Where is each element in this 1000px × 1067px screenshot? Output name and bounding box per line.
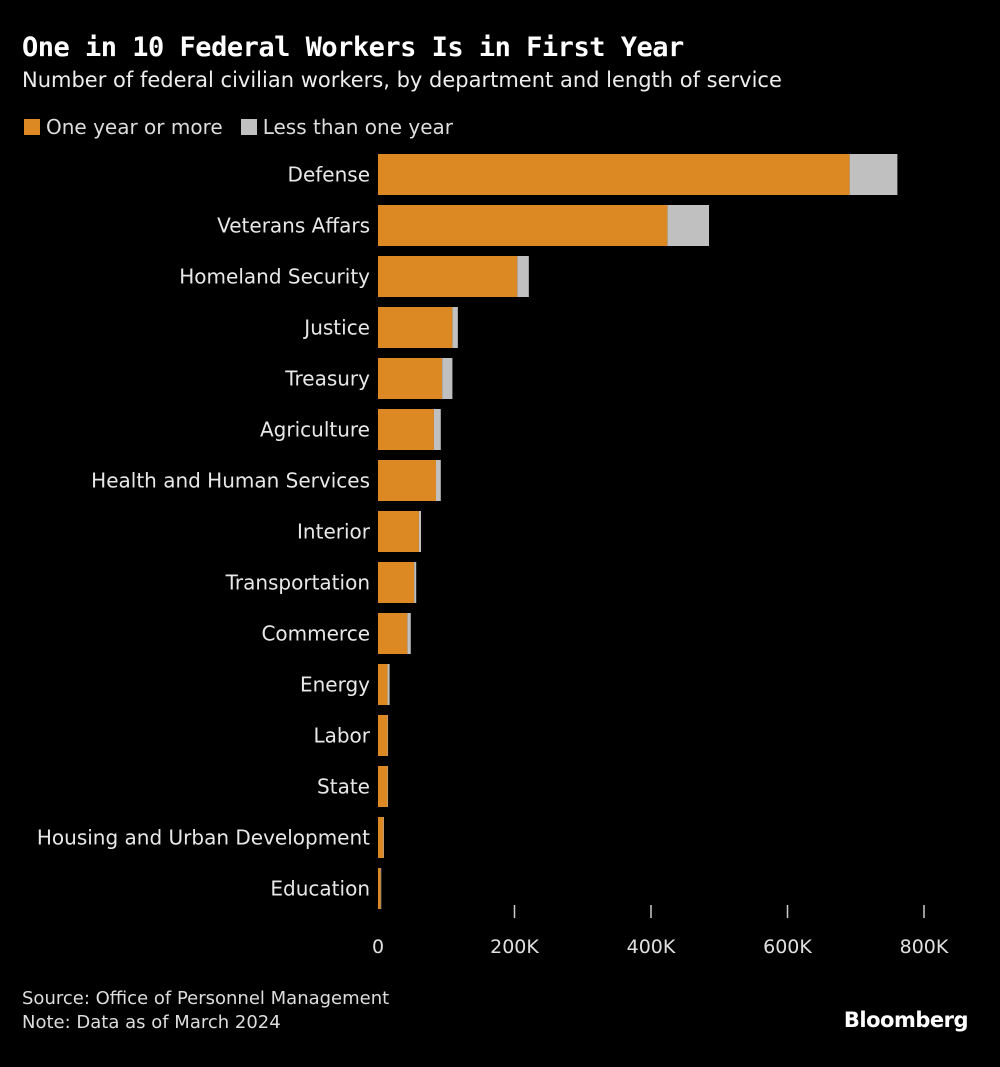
bar-one-year-or-more bbox=[378, 868, 381, 909]
bar-less-than-one-year bbox=[849, 154, 898, 195]
bar-one-year-or-more bbox=[378, 664, 388, 705]
category-label: Veterans Affars bbox=[217, 214, 370, 238]
bloomberg-logo: Bloomberg bbox=[843, 1008, 969, 1032]
bar-one-year-or-more bbox=[378, 817, 384, 858]
x-tick-label: 600K bbox=[763, 936, 812, 958]
bar-less-than-one-year bbox=[387, 715, 389, 756]
category-label: Labor bbox=[313, 724, 370, 748]
x-tick-label: 200K bbox=[490, 936, 539, 958]
bar-less-than-one-year bbox=[387, 664, 390, 705]
bar-less-than-one-year bbox=[414, 562, 417, 603]
source-note: Source: Office of Personnel Management bbox=[22, 988, 390, 1009]
category-label: Health and Human Services bbox=[91, 469, 370, 493]
bar-one-year-or-more bbox=[378, 613, 408, 654]
category-label: Agriculture bbox=[260, 418, 370, 442]
bar-less-than-one-year bbox=[517, 256, 529, 297]
bar-less-than-one-year bbox=[418, 511, 421, 552]
bar-less-than-one-year bbox=[433, 409, 441, 450]
bar-one-year-or-more bbox=[378, 154, 850, 195]
bar-one-year-or-more bbox=[378, 409, 434, 450]
bar-one-year-or-more bbox=[378, 307, 453, 348]
bar-one-year-or-more bbox=[378, 715, 388, 756]
bar-less-than-one-year bbox=[380, 868, 382, 909]
data-note: Note: Data as of March 2024 bbox=[22, 1012, 281, 1033]
chart-title: One in 10 Federal Workers Is in First Ye… bbox=[22, 32, 684, 63]
x-tick-label: 400K bbox=[627, 936, 676, 958]
category-label: Commerce bbox=[261, 622, 370, 646]
x-tick-label: 800K bbox=[900, 936, 949, 958]
bar-one-year-or-more bbox=[378, 511, 419, 552]
bar-less-than-one-year bbox=[667, 205, 710, 246]
legend-swatch-less-than-one-year bbox=[240, 119, 257, 135]
bar-less-than-one-year bbox=[436, 460, 441, 501]
bar-less-than-one-year bbox=[442, 358, 453, 399]
bar-less-than-one-year bbox=[452, 307, 458, 348]
legend-label-one-year-or-more: One year or more bbox=[46, 115, 223, 139]
bar-one-year-or-more bbox=[378, 766, 388, 807]
category-label: Housing and Urban Development bbox=[37, 826, 370, 850]
chart-subtitle: Number of federal civilian workers, by d… bbox=[22, 68, 782, 92]
category-label: Treasury bbox=[284, 367, 370, 391]
bar-one-year-or-more bbox=[378, 205, 668, 246]
category-label: Transportation bbox=[225, 571, 370, 595]
category-label: Education bbox=[270, 877, 370, 901]
bar-one-year-or-more bbox=[378, 460, 437, 501]
bar-one-year-or-more bbox=[378, 358, 443, 399]
category-label: Justice bbox=[302, 316, 370, 340]
x-tick-label: 0 bbox=[372, 936, 384, 958]
bar-less-than-one-year bbox=[407, 613, 411, 654]
legend-label-less-than-one-year: Less than one year bbox=[262, 115, 453, 139]
category-label: Interior bbox=[297, 520, 371, 544]
bar-one-year-or-more bbox=[378, 256, 518, 297]
legend-swatch-one-year-or-more bbox=[24, 119, 40, 135]
category-label: Homeland Security bbox=[179, 265, 370, 289]
category-label: Energy bbox=[300, 673, 370, 697]
bar-one-year-or-more bbox=[378, 562, 415, 603]
category-label: State bbox=[317, 775, 370, 799]
legend: One year or more Less than one year bbox=[24, 115, 471, 139]
category-label: Defense bbox=[288, 163, 370, 187]
bar-less-than-one-year bbox=[383, 817, 384, 858]
bar-less-than-one-year bbox=[387, 766, 389, 807]
